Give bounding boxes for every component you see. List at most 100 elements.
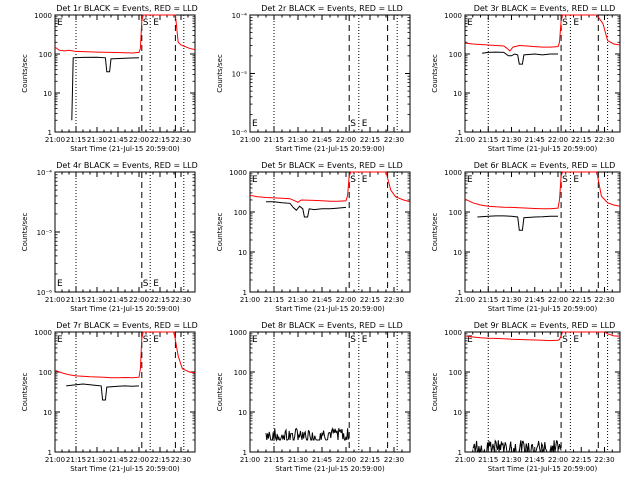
- x-tick-label: 21:00: [45, 456, 65, 464]
- x-tick-label: 22:15: [360, 296, 380, 304]
- y-tick-label: 1: [458, 289, 462, 297]
- x-tick-label: 22:30: [384, 136, 404, 144]
- x-tick-label: 22:15: [150, 136, 170, 144]
- y-axis-label: Counts/sec: [21, 373, 29, 412]
- lld-series-line: [464, 14, 621, 52]
- x-tick-label: 21:30: [288, 456, 308, 464]
- events-series-line: [66, 383, 140, 401]
- panel-title: Det 4r BLACK = Events, RED = LLD: [56, 161, 198, 170]
- panel-det-3r: Det 3r BLACK = Events, RED = LLD 1 10 100 10…: [431, 4, 621, 153]
- x-tick-label: 21:00: [455, 136, 475, 144]
- x-axis-label: Start Time (21-Jul-15 20:59:00): [275, 145, 385, 153]
- panel-det-1r: Det 1r BLACK = Events, RED = LLD 1 10 100 10…: [21, 4, 198, 153]
- x-tick-label: 21:15: [264, 296, 284, 304]
- start-marker: S: [562, 335, 568, 345]
- x-tick-label: 21:45: [108, 136, 128, 144]
- y-tick-label: 100: [449, 209, 462, 217]
- end-marker: E: [57, 279, 63, 289]
- x-tick-label: 22:15: [571, 136, 591, 144]
- end-marker: E: [362, 175, 368, 185]
- x-tick-label: 21:30: [501, 296, 521, 304]
- panel-title: Det 1r BLACK = Events, RED = LLD: [56, 4, 198, 13]
- x-tick-label: 21:15: [478, 456, 498, 464]
- panel-det-7r: Det 7r BLACK = Events, RED = LLD 1 10 100 10…: [21, 321, 198, 473]
- end-marker: E: [467, 175, 473, 185]
- end-marker: E: [252, 335, 258, 345]
- panel-det-4r: Det 4r BLACK = Events, RED = LLD 10⁻⁶ 10⁻⁵…: [21, 161, 198, 313]
- events-series-line: [265, 426, 350, 442]
- x-tick-label: 21:15: [478, 296, 498, 304]
- x-tick-label: 22:00: [336, 136, 356, 144]
- end-marker: E: [573, 18, 579, 28]
- y-axis-label: Counts/sec: [431, 213, 439, 252]
- x-tick-label: 21:45: [312, 136, 332, 144]
- x-tick-label: 21:00: [45, 296, 65, 304]
- end-marker: E: [252, 175, 258, 185]
- x-axis-label: Start Time (21-Jul-15 20:59:00): [488, 465, 598, 473]
- x-tick-label: 21:45: [525, 296, 545, 304]
- x-axis-label: Start Time (21-Jul-15 20:59:00): [70, 305, 180, 313]
- y-tick-label: 10⁻⁴: [232, 12, 248, 20]
- end-marker: E: [153, 279, 159, 289]
- end-marker: E: [57, 335, 63, 345]
- y-tick-label: 10: [453, 90, 462, 98]
- panel-title: Det 3r BLACK = Events, RED = LLD: [474, 4, 616, 13]
- start-marker: S: [350, 175, 356, 185]
- y-tick-label: 1000: [229, 329, 247, 337]
- x-tick-label: 21:00: [240, 296, 260, 304]
- panel-det-8r: Det 8r BLACK = Events, RED = LLD 1 10 100 10…: [216, 321, 411, 473]
- y-tick-label: 1: [243, 449, 247, 457]
- end-marker: E: [467, 18, 473, 28]
- x-tick-label: 21:30: [501, 456, 521, 464]
- x-tick-label: 22:15: [150, 296, 170, 304]
- x-tick-label: 22:00: [129, 456, 149, 464]
- lld-series-line: [54, 331, 196, 379]
- x-tick-label: 22:15: [571, 296, 591, 304]
- panel-det-2r: Det 2r BLACK = Events, RED = LLD 10⁻⁶ 10⁻⁵…: [216, 4, 411, 153]
- y-tick-label: 10⁻⁶: [37, 289, 53, 297]
- panel-title: Det 2r BLACK = Events, RED = LLD: [261, 4, 403, 13]
- y-tick-label: 10: [238, 409, 247, 417]
- y-tick-label: 10: [43, 409, 52, 417]
- x-tick-label: 22:30: [594, 296, 614, 304]
- y-axis-label: Counts/sec: [216, 213, 224, 252]
- end-marker: E: [467, 335, 473, 345]
- panel-det-9r: Det 9r BLACK = Events, RED = LLD 1 10 100 10…: [431, 321, 621, 473]
- x-tick-label: 22:15: [360, 456, 380, 464]
- panel-title: Det 5r BLACK = Events, RED = LLD: [261, 161, 403, 170]
- y-tick-label: 1: [458, 449, 462, 457]
- x-axis-label: Start Time (21-Jul-15 20:59:00): [275, 465, 385, 473]
- y-tick-label: 1000: [444, 12, 462, 20]
- start-marker: S: [350, 335, 356, 345]
- end-marker: E: [252, 119, 258, 129]
- panel-title: Det 8r BLACK = Events, RED = LLD: [261, 321, 403, 330]
- y-tick-label: 1: [458, 129, 462, 137]
- x-tick-label: 22:30: [384, 296, 404, 304]
- x-tick-label: 22:30: [171, 456, 191, 464]
- x-tick-label: 21:15: [264, 136, 284, 144]
- x-tick-label: 22:00: [129, 136, 149, 144]
- events-series-line: [472, 439, 562, 454]
- y-tick-label: 100: [39, 51, 52, 59]
- y-tick-label: 10: [43, 90, 52, 98]
- y-tick-label: 100: [449, 51, 462, 59]
- panel-title: Det 6r BLACK = Events, RED = LLD: [474, 161, 616, 170]
- x-tick-label: 22:30: [171, 136, 191, 144]
- panel-title: Det 7r BLACK = Events, RED = LLD: [56, 321, 198, 330]
- x-tick-label: 21:15: [66, 456, 86, 464]
- y-tick-label: 100: [234, 369, 247, 377]
- panel-det-5r: Det 5r BLACK = Events, RED = LLD 1 10 100 10…: [216, 161, 411, 313]
- y-tick-label: 1000: [229, 169, 247, 177]
- end-marker: E: [153, 335, 159, 345]
- lld-series-line: [464, 171, 621, 210]
- lld-series-line: [54, 14, 196, 54]
- y-tick-label: 10⁻⁵: [37, 229, 53, 237]
- x-tick-label: 21:45: [108, 456, 128, 464]
- end-marker: E: [153, 18, 159, 28]
- x-tick-label: 21:30: [87, 296, 107, 304]
- end-marker: E: [362, 119, 368, 129]
- y-tick-label: 1: [48, 129, 52, 137]
- start-marker: S: [350, 119, 356, 129]
- y-tick-label: 1000: [444, 329, 462, 337]
